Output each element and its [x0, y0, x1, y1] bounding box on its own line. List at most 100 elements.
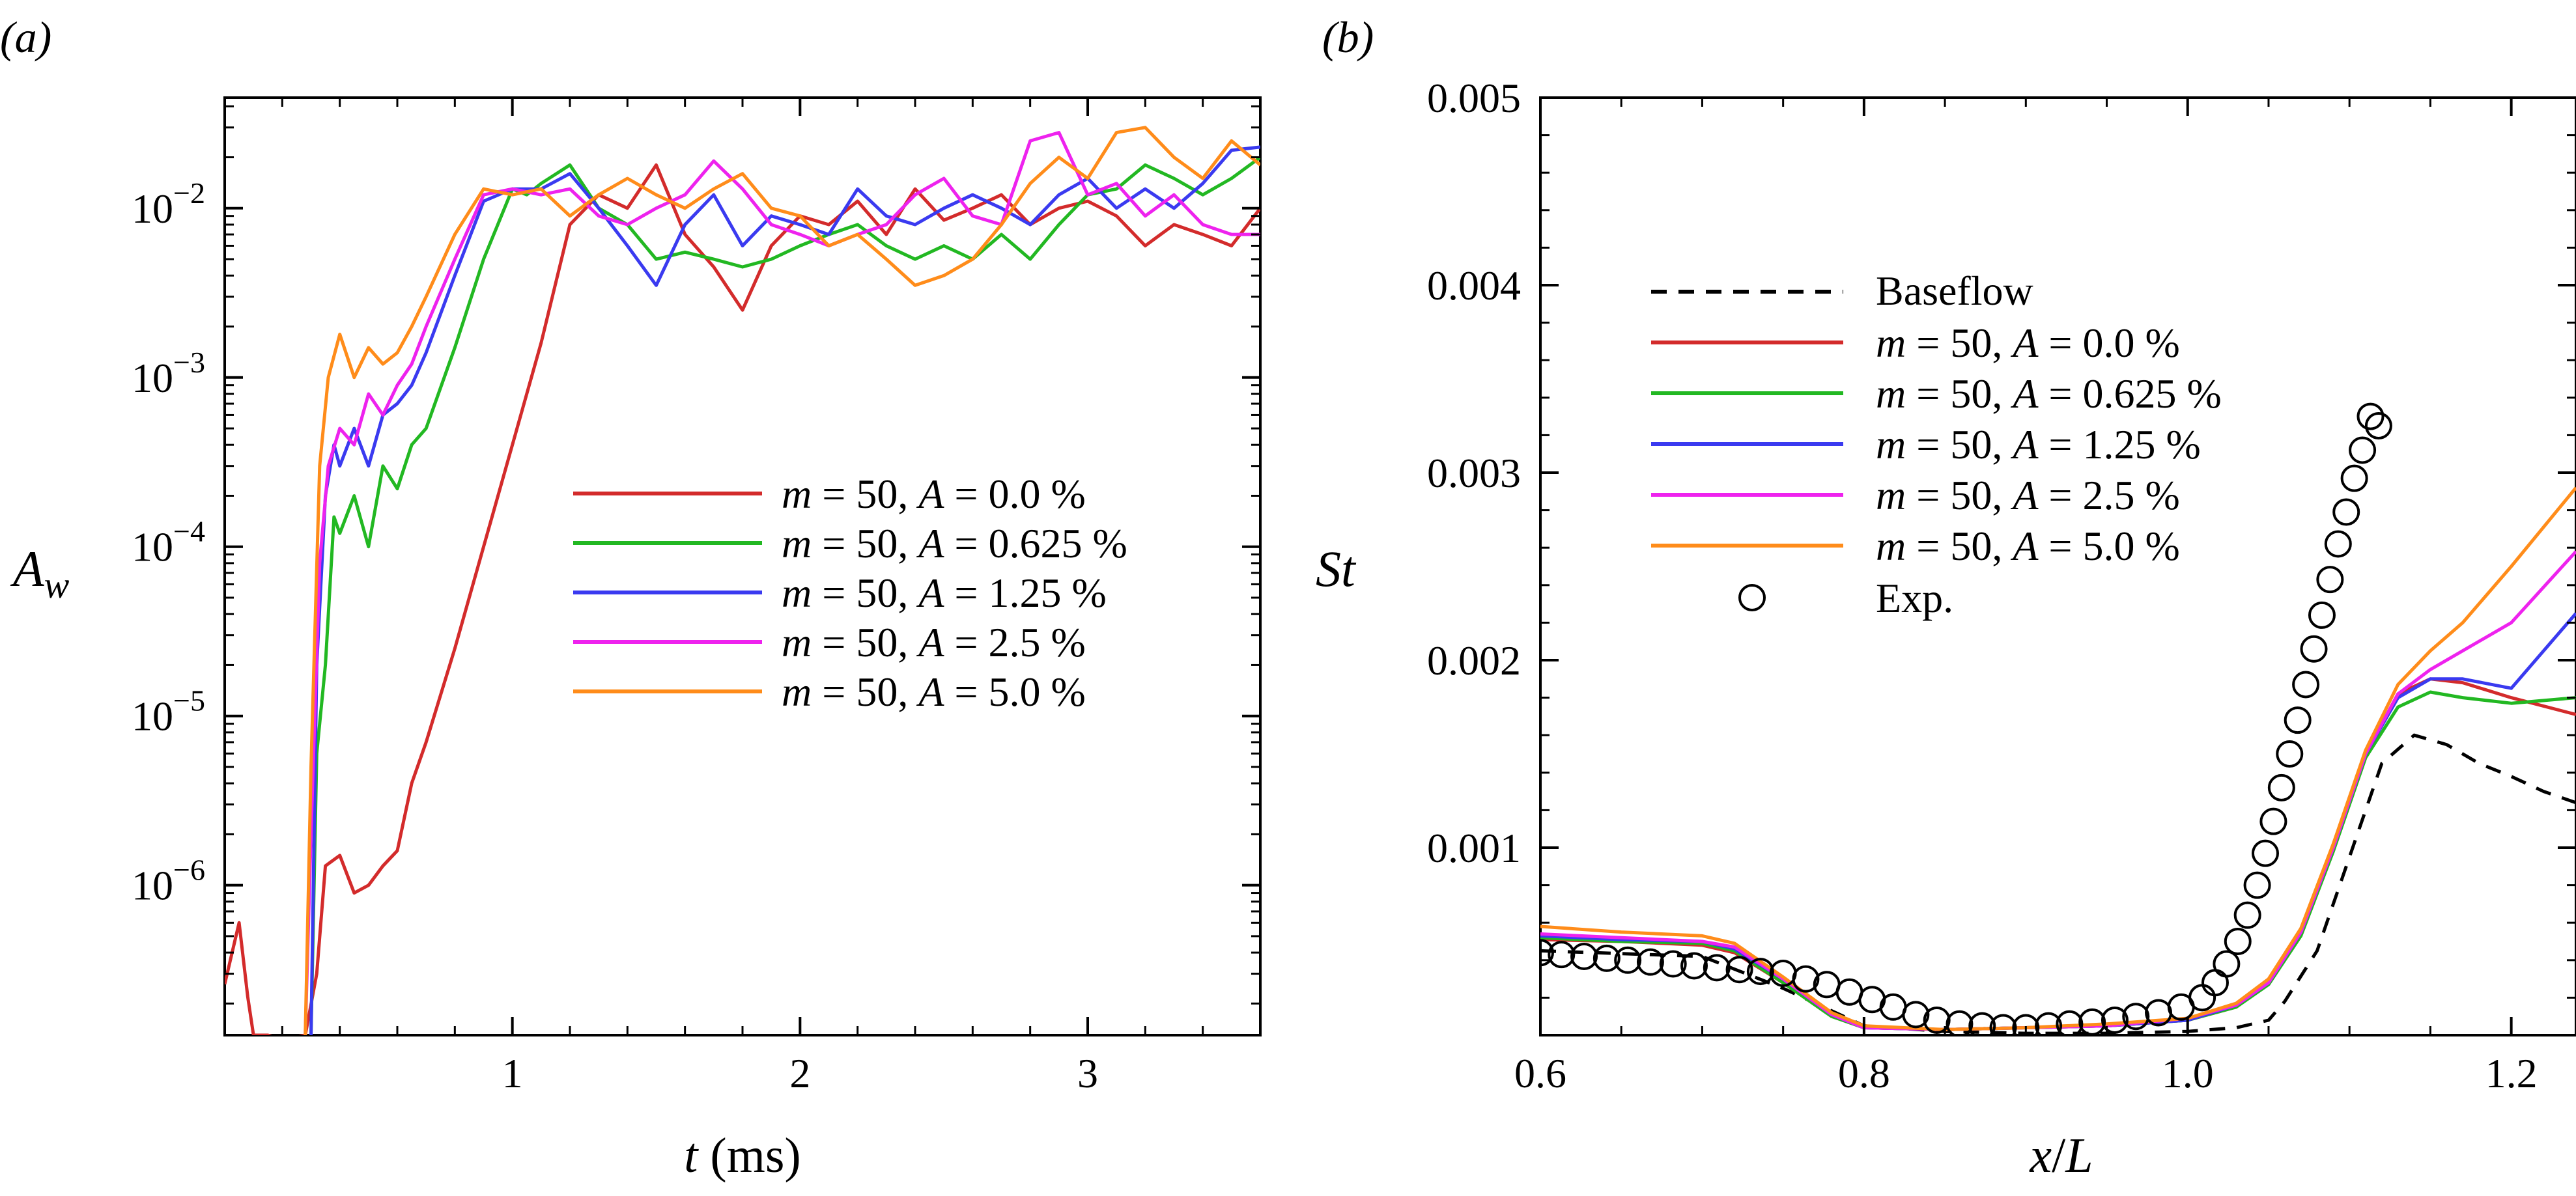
exp-marker: [2012, 1014, 2040, 1035]
legend-b-mrest-4: = 50,: [1906, 472, 2013, 518]
legend-a-arest-3: = 2.5 %: [944, 619, 1085, 665]
panel-a-label: (a): [0, 12, 51, 62]
exp-marker: [1659, 950, 1687, 978]
legend-b-text-3: m = 50, A = 1.25 %: [1876, 421, 2201, 467]
exp-marker: [2233, 901, 2261, 929]
panel-b-xlabel-slash: /: [2052, 1128, 2066, 1183]
legend-a-item-3: m = 50, A = 2.5 %: [573, 619, 1086, 665]
series-line-2: [309, 145, 1260, 1035]
series-line-4: [1540, 550, 2576, 1031]
panel-b-xlabel-var1: x: [2029, 1128, 2052, 1183]
exp-marker: [1592, 944, 1621, 972]
exp-marker: [2056, 1010, 2084, 1035]
panel-a-ticks: 1 2 3 10−6 10−5 10−4 10−3 10−2: [132, 98, 1260, 1096]
y-tick-label: 0.003: [1427, 450, 1521, 496]
legend-b-mrest-2: = 50,: [1906, 370, 2013, 417]
panel-b-xlabel-var2: L: [2065, 1128, 2093, 1183]
x-tick-label: 1.2: [2485, 1050, 2538, 1096]
exp-marker: [2213, 950, 2241, 978]
exp-marker: [2201, 969, 2229, 997]
exp-marker: [1680, 952, 1708, 980]
legend-b-m-5: m: [1876, 523, 1906, 569]
series-line-0: [1540, 733, 2576, 1035]
exp-marker: [1968, 1012, 1996, 1035]
exp-marker: [2364, 412, 2392, 439]
legend-b-text-1: m = 50, A = 0.0 %: [1876, 320, 2180, 366]
exp-marker: [2324, 530, 2352, 558]
y-tick-label: 10−4: [132, 515, 205, 570]
exp-marker: [1540, 939, 1554, 967]
legend-a-item-1: m = 50, A = 0.625 %: [573, 520, 1127, 566]
exp-marker: [2267, 773, 2295, 801]
exp-marker: [2332, 498, 2360, 526]
exp-marker: [2122, 1003, 2150, 1031]
legend-b-text-5: m = 50, A = 5.0 %: [1876, 523, 2180, 569]
exp-marker: [1923, 1006, 1951, 1034]
x-tick-label: 1: [502, 1050, 523, 1096]
panel-b-ticks: 0.6 0.8 1.0 1.2 0.001 0.002 0.003 0.004 0.005: [1427, 75, 2576, 1096]
exp-marker: [2252, 839, 2279, 867]
legend-b-text-0: Baseflow: [1876, 268, 2033, 314]
legend-b-a-4: A: [2010, 472, 2039, 518]
legend-b-m-3: m: [1876, 421, 1906, 467]
x-tick-label: 3: [1077, 1050, 1098, 1096]
panel-b-xlabel: x/L: [2029, 1128, 2093, 1183]
legend-a-a-1: A: [916, 520, 944, 566]
legend-a-a-2: A: [916, 570, 944, 616]
legend-a-m-4: m: [782, 669, 812, 715]
legend-a-item-2: m = 50, A = 1.25 %: [573, 570, 1107, 616]
legend-a-mrest-3: = 50,: [812, 619, 918, 665]
legend-b-mrest-5: = 50,: [1906, 523, 2013, 569]
exp-marker: [1746, 958, 1774, 986]
legend-a-mrest-0: = 50,: [812, 471, 918, 517]
x-tick-label: 2: [789, 1050, 810, 1096]
legend-b-arest-4: = 2.5 %: [2038, 472, 2179, 518]
exp-marker: [2101, 1006, 2129, 1034]
panel-a-frame: [223, 96, 1262, 1036]
legend-a-item-0: m = 50, A = 0.0 %: [573, 471, 1086, 517]
panel-a-legend: m = 50, A = 0.0 % m = 50, A = 0.625 % m …: [573, 471, 1127, 715]
exp-marker: [1614, 946, 1642, 974]
exp-marker: [2276, 740, 2304, 768]
legend-b-a-3: A: [2010, 421, 2039, 467]
exp-marker: [1835, 978, 1863, 1006]
exp-marker: [2284, 706, 2312, 734]
y-tick-label: 10−3: [132, 346, 205, 401]
legend-a-text-4: m = 50, A = 5.0 %: [782, 669, 1086, 715]
legend-a-arest-2: = 1.25 %: [944, 570, 1106, 616]
legend-a-a-3: A: [916, 619, 944, 665]
series-line-3: [304, 131, 1260, 1035]
series-line-4: [304, 126, 1260, 1035]
legend-b-text-2: m = 50, A = 0.625 %: [1876, 370, 2222, 417]
legend-a-m-3: m: [782, 619, 812, 665]
panel-b-legend: Baseflow m = 50, A = 0.0 % m = 50, A = 0…: [1651, 268, 2222, 621]
legend-b-item-2: m = 50, A = 0.625 %: [1651, 370, 2222, 417]
exp-marker: [2340, 464, 2368, 492]
legend-a-text-2: m = 50, A = 1.25 %: [782, 570, 1107, 616]
legend-b-a-5: A: [2010, 523, 2039, 569]
exp-marker: [2316, 566, 2344, 594]
legend-a-m-2: m: [782, 570, 812, 616]
legend-b-item-6: Exp.: [1738, 575, 1953, 621]
legend-b-arest-3: = 1.25 %: [2038, 421, 2200, 467]
legend-b-a-1: A: [2010, 320, 2039, 366]
legend-b-item-1: m = 50, A = 0.0 %: [1651, 320, 2180, 366]
legend-b-text-4: m = 50, A = 2.5 %: [1876, 472, 2180, 518]
legend-b-mrest-3: = 50,: [1906, 421, 2013, 467]
legend-a-mrest-2: = 50,: [812, 570, 918, 616]
legend-a-arest-4: = 5.0 %: [944, 669, 1085, 715]
y-tick-label: 0.005: [1427, 75, 1521, 121]
exp-marker: [1636, 948, 1664, 976]
exp-marker: [1989, 1014, 2017, 1035]
legend-b-arest-5: = 5.0 %: [2038, 523, 2179, 569]
legend-b-text-6: Exp.: [1876, 575, 1953, 621]
legend-a-mrest-4: = 50,: [812, 669, 918, 715]
legend-a-arest-1: = 0.625 %: [944, 520, 1127, 566]
legend-b-item-5: m = 50, A = 5.0 %: [1651, 523, 2180, 569]
exp-marker: [2292, 671, 2320, 699]
exp-marker: [1902, 1001, 1930, 1029]
panel-a-ylabel-sub: w: [44, 564, 70, 606]
legend-a-m-1: m: [782, 520, 812, 566]
panel-a-xlabel-unit: (ms): [698, 1128, 800, 1183]
